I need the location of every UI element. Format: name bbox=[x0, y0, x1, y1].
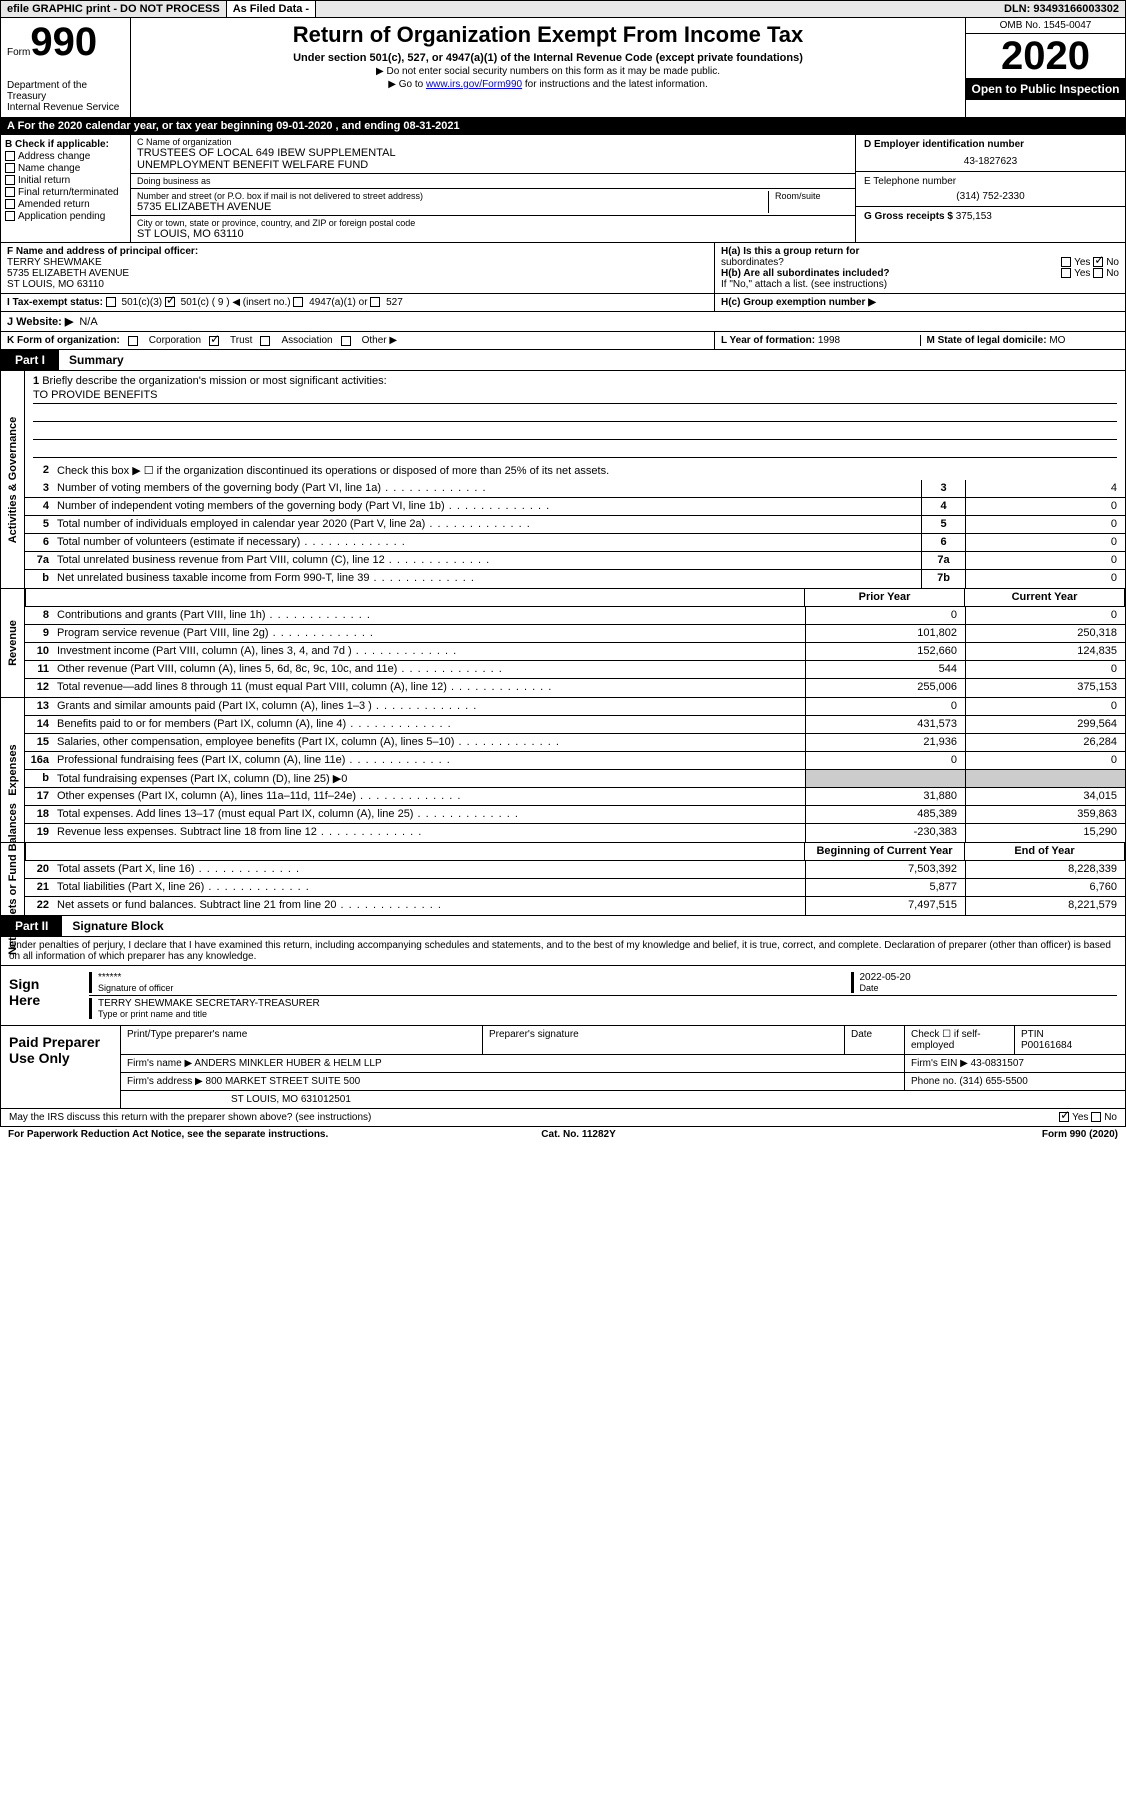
ein: 43-1827623 bbox=[864, 156, 1117, 167]
ha-no[interactable] bbox=[1093, 257, 1103, 267]
irs-link[interactable]: www.irs.gov/Form990 bbox=[426, 79, 522, 90]
org-street: 5735 ELIZABETH AVENUE bbox=[137, 201, 762, 213]
k-l-m: K Form of organization: Corporation Trus… bbox=[0, 332, 1126, 350]
header-title: Return of Organization Exempt From Incom… bbox=[131, 18, 965, 117]
efile-topbar: efile GRAPHIC print - DO NOT PROCESS As … bbox=[0, 0, 1126, 18]
as-filed: As Filed Data - bbox=[227, 1, 316, 17]
efile-graphic: efile GRAPHIC print - DO NOT PROCESS bbox=[1, 1, 227, 17]
section-c: C Name of organization TRUSTEES OF LOCAL… bbox=[131, 135, 855, 242]
line-a: A For the 2020 calendar year, or tax yea… bbox=[0, 118, 1126, 135]
form-title: Return of Organization Exempt From Incom… bbox=[139, 22, 957, 48]
check-initial[interactable]: Initial return bbox=[5, 175, 126, 186]
ha-yes[interactable] bbox=[1061, 257, 1071, 267]
org-name: TRUSTEES OF LOCAL 649 IBEW SUPPLEMENTAL … bbox=[137, 147, 849, 171]
section-h: H(a) Is this a group return for subordin… bbox=[715, 243, 1125, 293]
gross-receipts: 375,153 bbox=[956, 211, 992, 222]
section-b: B Check if applicable: Address change Na… bbox=[1, 135, 131, 242]
footer: For Paperwork Reduction Act Notice, see … bbox=[0, 1127, 1126, 1142]
part1-header: Part I Summary bbox=[0, 350, 1126, 371]
form-header: Form990 Department of the Treasury Inter… bbox=[0, 18, 1126, 118]
org-city: ST LOUIS, MO 63110 bbox=[137, 228, 849, 240]
line-j: J Website: ▶ N/A bbox=[0, 312, 1126, 332]
hb-yes[interactable] bbox=[1061, 268, 1071, 278]
f-h-block: F Name and address of principal officer:… bbox=[0, 243, 1126, 294]
discuss-no[interactable] bbox=[1091, 1112, 1101, 1122]
section-f: F Name and address of principal officer:… bbox=[1, 243, 715, 293]
check-name[interactable]: Name change bbox=[5, 163, 126, 174]
perjury-text: Under penalties of perjury, I declare th… bbox=[0, 937, 1126, 966]
activities-governance: Activities & Governance 1 Briefly descri… bbox=[0, 371, 1126, 589]
open-public: Open to Public Inspection bbox=[966, 78, 1125, 100]
right-col-deg: D Employer identification number 43-1827… bbox=[855, 135, 1125, 242]
dln: DLN: 93493166003302 bbox=[998, 1, 1125, 17]
i-hc-block: I Tax-exempt status: 501(c)(3) 501(c) ( … bbox=[0, 294, 1126, 312]
discuss-yes[interactable] bbox=[1059, 1112, 1069, 1122]
check-pending[interactable]: Application pending bbox=[5, 211, 126, 222]
tax-year: 2020 bbox=[966, 34, 1125, 78]
check-amended[interactable]: Amended return bbox=[5, 199, 126, 210]
header-right: OMB No. 1545-0047 2020 Open to Public In… bbox=[965, 18, 1125, 117]
sign-here: Sign Here ****** Signature of officer 20… bbox=[0, 966, 1126, 1026]
part2-header: Part II Signature Block bbox=[0, 916, 1126, 937]
omb-number: OMB No. 1545-0047 bbox=[966, 18, 1125, 34]
discuss-row: May the IRS discuss this return with the… bbox=[0, 1109, 1126, 1127]
form-number: 990 bbox=[30, 20, 97, 64]
hb-no[interactable] bbox=[1093, 268, 1103, 278]
netassets-section: Net Assets or Fund Balances Beginning of… bbox=[0, 843, 1126, 916]
check-address[interactable]: Address change bbox=[5, 151, 126, 162]
paid-preparer: Paid Preparer Use Only Print/Type prepar… bbox=[0, 1026, 1126, 1109]
section-i: I Tax-exempt status: 501(c)(3) 501(c) ( … bbox=[1, 294, 715, 311]
phone: (314) 752-2330 bbox=[864, 191, 1117, 202]
brief-description: 1 Briefly describe the organization's mi… bbox=[25, 371, 1125, 462]
header-left: Form990 Department of the Treasury Inter… bbox=[1, 18, 131, 117]
revenue-section: Revenue Prior Year Current Year 8Contrib… bbox=[0, 589, 1126, 698]
check-final[interactable]: Final return/terminated bbox=[5, 187, 126, 198]
org-info-block: B Check if applicable: Address change Na… bbox=[0, 135, 1126, 243]
expenses-section: Expenses 13Grants and similar amounts pa… bbox=[0, 698, 1126, 843]
